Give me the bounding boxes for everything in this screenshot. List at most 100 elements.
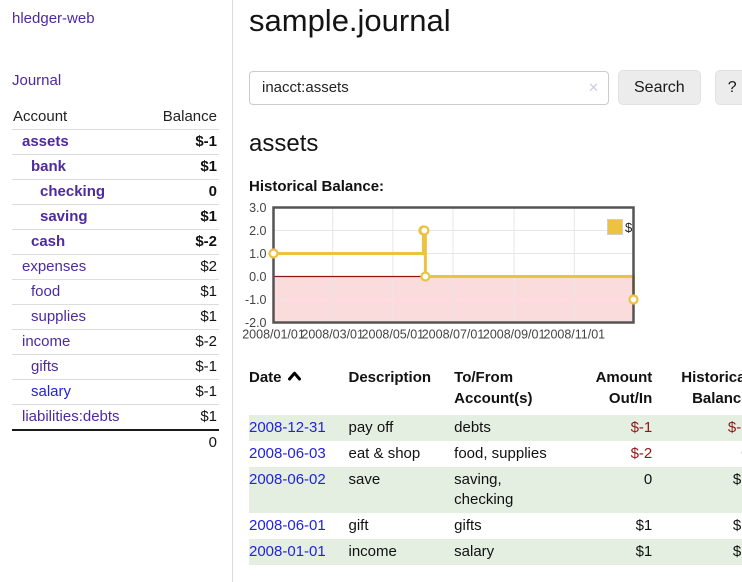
account-row: assets $-1 bbox=[12, 129, 219, 155]
svg-text:3.0: 3.0 bbox=[249, 201, 266, 215]
account-row: expenses $2 bbox=[12, 254, 219, 280]
transaction-accounts: salary bbox=[454, 543, 495, 560]
register-row: 2008-01-01 income salary $1 $1 bbox=[249, 539, 742, 565]
account-balance: $-2 bbox=[195, 233, 217, 250]
account-link[interactable]: cash bbox=[31, 233, 66, 250]
transaction-description: pay off bbox=[348, 419, 394, 436]
sidebar-item-journal[interactable]: Journal bbox=[12, 72, 62, 89]
transaction-description: eat & shop bbox=[348, 445, 421, 462]
account-balance: $1 bbox=[200, 208, 217, 225]
transaction-description: save bbox=[348, 471, 381, 488]
account-balance: $2 bbox=[200, 258, 217, 275]
transaction-balance: $1 bbox=[732, 543, 742, 560]
account-balance: $1 bbox=[200, 158, 217, 175]
account-balance: $-1 bbox=[195, 358, 217, 375]
account-link[interactable]: assets bbox=[22, 133, 69, 150]
transaction-date-link[interactable]: 2008-06-01 bbox=[249, 517, 326, 534]
transaction-amount: $-1 bbox=[630, 419, 653, 436]
accounts-total-balance: 0 bbox=[208, 434, 217, 451]
account-row: cash $-2 bbox=[12, 229, 219, 255]
transaction-accounts: food, supplies bbox=[454, 445, 547, 462]
account-balance: $-2 bbox=[195, 333, 217, 350]
search-bar: ✕ Search ? bbox=[249, 70, 742, 105]
transaction-balance: $-1 bbox=[727, 419, 742, 436]
transaction-balance: 0 bbox=[657, 441, 742, 467]
svg-text:-2.0: -2.0 bbox=[245, 316, 267, 330]
account-balance: $1 bbox=[200, 408, 217, 425]
transaction-amount: $-2 bbox=[630, 445, 653, 462]
account-balance: $1 bbox=[200, 308, 217, 325]
account-link[interactable]: income bbox=[22, 333, 71, 350]
transaction-date-link[interactable]: 2008-06-02 bbox=[249, 471, 326, 488]
transaction-date-link[interactable]: 2008-01-01 bbox=[249, 543, 326, 560]
balance-chart-svg[interactable]: $3.0 2.0 1.0 0.0 -1.0 -2.02008/01/012008/03/0… bbox=[242, 201, 679, 349]
transaction-description: income bbox=[348, 543, 397, 560]
account-row: food $1 bbox=[12, 279, 219, 305]
account-row: supplies $1 bbox=[12, 304, 219, 330]
col-header-date-label: Date bbox=[249, 369, 282, 386]
account-link[interactable]: checking bbox=[40, 183, 106, 200]
accounts-table: Account Balance assets $-1 bank $1 checking 0… bbox=[12, 106, 219, 455]
account-link[interactable]: bank bbox=[31, 158, 67, 175]
transaction-accounts: gifts bbox=[454, 517, 482, 534]
col-header-accounts: To/From Account(s) bbox=[454, 369, 533, 407]
sidebar: hledger-web Journal Account Balance asse… bbox=[0, 0, 233, 582]
chart-title: Historical Balance: bbox=[249, 178, 385, 195]
account-row: income $-2 bbox=[12, 329, 219, 355]
col-header-date[interactable]: Date bbox=[249, 367, 349, 415]
account-row: bank $1 bbox=[12, 154, 219, 180]
transaction-balance: $2 bbox=[732, 471, 742, 488]
col-header-description: Description bbox=[348, 369, 432, 386]
account-link[interactable]: salary bbox=[31, 383, 72, 400]
register-row: 2008-06-02 save saving,checking 0 $2 bbox=[249, 467, 742, 513]
transaction-accounts: saving, checking bbox=[454, 471, 514, 508]
account-row: liabilities:debts $1 bbox=[12, 404, 219, 431]
accounts-header-balance: Balance bbox=[162, 108, 217, 125]
account-row: saving $1 bbox=[12, 204, 219, 230]
transaction-amount: $1 bbox=[635, 517, 653, 534]
account-link[interactable]: liabilities:debts bbox=[22, 408, 120, 425]
svg-text:2008/11/01: 2008/11/01 bbox=[544, 328, 606, 342]
transaction-accounts: debts bbox=[454, 419, 491, 436]
transaction-date-link[interactable]: 2008-12-31 bbox=[249, 419, 326, 436]
historical-balance-chart[interactable]: $3.0 2.0 1.0 0.0 -1.0 -2.0 2008/01/01 2008/03/0… bbox=[242, 201, 742, 349]
svg-text:0.0: 0.0 bbox=[249, 270, 266, 284]
app-title-link[interactable]: hledger-web bbox=[12, 10, 95, 27]
account-balance: $-1 bbox=[195, 133, 217, 150]
svg-text:$: $ bbox=[625, 220, 633, 235]
account-link[interactable]: supplies bbox=[31, 308, 87, 325]
svg-text:2008/03/01: 2008/03/01 bbox=[301, 328, 364, 342]
transaction-description: gift bbox=[348, 517, 369, 534]
clear-search-icon[interactable]: ✕ bbox=[588, 79, 599, 95]
account-link[interactable]: gifts bbox=[31, 358, 59, 375]
account-link[interactable]: food bbox=[31, 283, 61, 300]
col-header-amount: Amount Out/In bbox=[595, 369, 653, 407]
account-row: salary $-1 bbox=[12, 379, 219, 405]
transaction-date-link[interactable]: 2008-06-03 bbox=[249, 445, 326, 462]
search-input[interactable] bbox=[249, 70, 609, 105]
svg-text:2008/05/01: 2008/05/01 bbox=[362, 328, 425, 342]
account-link[interactable]: saving bbox=[40, 208, 88, 225]
register-header-row: Date Description To/From Account(s) Amoun… bbox=[249, 367, 742, 415]
search-button[interactable]: Search bbox=[618, 70, 701, 105]
page-title: sample.journal bbox=[249, 3, 451, 38]
account-link[interactable]: expenses bbox=[22, 258, 87, 275]
account-heading: assets bbox=[249, 130, 319, 157]
account-balance: $1 bbox=[200, 283, 217, 300]
account-row: checking 0 bbox=[12, 179, 219, 205]
account-balance: 0 bbox=[208, 183, 217, 200]
register-row: 2008-06-01 gift gifts $1 $2 bbox=[249, 513, 742, 539]
accounts-total-spacer bbox=[12, 430, 147, 455]
register-row: 2008-06-03 eat & shop food, supplies $-20 bbox=[249, 441, 742, 467]
svg-text:2.0: 2.0 bbox=[249, 224, 266, 238]
help-button[interactable]: ? bbox=[714, 70, 742, 105]
svg-text:-1.0: -1.0 bbox=[245, 293, 267, 307]
register-row: 2008-12-31 pay off debts $-1 $-1 bbox=[249, 415, 742, 441]
account-row: gifts $-1 bbox=[12, 354, 219, 380]
svg-text:2008/01/01: 2008/01/01 bbox=[242, 328, 305, 342]
transaction-balance: $2 bbox=[732, 517, 742, 534]
svg-text:2008/07/01: 2008/07/01 bbox=[422, 328, 485, 342]
transaction-amount: $1 bbox=[635, 543, 653, 560]
register-table: Date Description To/From Account(s) Amoun… bbox=[249, 367, 742, 565]
